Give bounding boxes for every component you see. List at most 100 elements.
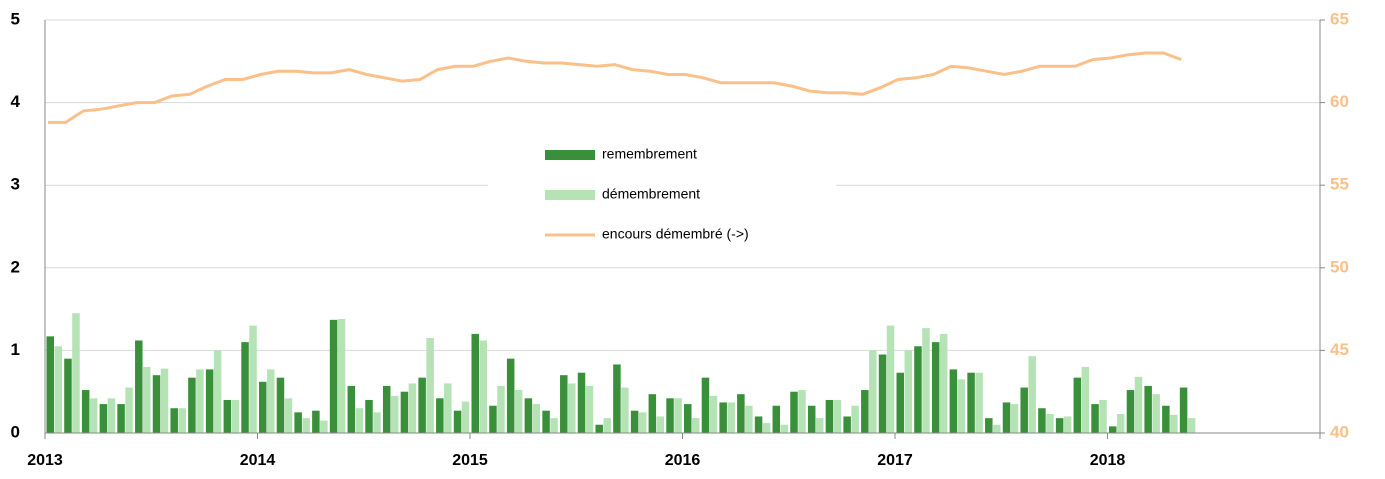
bar: [1010, 404, 1019, 433]
bar: [833, 399, 842, 433]
line: [48, 51, 1182, 124]
bar: [648, 394, 657, 433]
bar: [1063, 416, 1072, 433]
bar: [1170, 414, 1178, 433]
bar: [99, 404, 108, 433]
bar: [506, 358, 515, 433]
bar: [125, 387, 133, 433]
bar: [772, 405, 781, 433]
bar: [170, 408, 178, 433]
bar: [479, 340, 487, 433]
y2-tick-label: 50: [1330, 257, 1349, 276]
bar: [869, 350, 877, 433]
x-tick-label: 2017: [877, 452, 913, 469]
bar: [284, 398, 293, 433]
bar: [666, 398, 674, 433]
bar: [205, 369, 214, 433]
bar: [931, 342, 940, 433]
bar: [1179, 387, 1188, 433]
y2-tick-label: 40: [1330, 422, 1349, 441]
bar: [382, 385, 391, 433]
bar: [444, 383, 452, 433]
bar: [807, 405, 816, 433]
bar: [656, 416, 665, 433]
bar: [1152, 394, 1160, 433]
bar: [1117, 414, 1125, 433]
bar: [426, 338, 434, 433]
bar: [276, 377, 285, 433]
bar: [985, 418, 993, 433]
bar: [1002, 402, 1011, 433]
bar: [312, 410, 320, 433]
bar: [1055, 418, 1064, 433]
bar: [294, 412, 302, 433]
bar: [975, 372, 983, 433]
bar: [560, 375, 568, 433]
legend-swatch: [545, 190, 595, 200]
bar: [320, 420, 328, 433]
bar: [630, 410, 639, 433]
bar: [798, 390, 806, 433]
bar: [904, 350, 912, 433]
bar: [532, 404, 541, 433]
y2-tick-label: 45: [1330, 340, 1349, 359]
y2-tick-label: 65: [1330, 9, 1349, 28]
y-tick-label: 0: [11, 422, 20, 441]
bar: [46, 336, 54, 433]
bar: [1126, 390, 1135, 433]
bar: [1144, 385, 1152, 433]
bar: [489, 405, 497, 433]
bar: [790, 391, 798, 433]
bar: [1046, 414, 1054, 433]
bar: [922, 328, 930, 433]
bar: [373, 412, 381, 433]
bar: [719, 402, 727, 433]
bar: [542, 410, 550, 433]
bar: [780, 424, 789, 433]
x-tick-label: 2014: [240, 452, 276, 469]
bar: [160, 368, 169, 433]
bar: [878, 354, 887, 433]
bar: [603, 418, 611, 433]
legend-label: remembrement: [602, 146, 697, 162]
bar: [754, 416, 763, 433]
bar: [825, 399, 834, 433]
bar: [337, 319, 346, 433]
legend-label: démembrement: [602, 186, 700, 202]
bar: [302, 418, 310, 433]
bar: [896, 372, 904, 433]
bar: [939, 333, 948, 433]
bar: [418, 377, 426, 433]
bar: [259, 381, 267, 433]
bar: [514, 390, 523, 433]
bar: [1073, 377, 1082, 433]
bar: [1028, 356, 1036, 433]
bar: [135, 340, 143, 433]
bar: [1162, 405, 1170, 433]
bar: [577, 372, 586, 433]
x-tick-label: 2016: [665, 452, 701, 469]
bar: [1081, 366, 1090, 433]
legend-label: encours démembré (->): [602, 226, 749, 242]
y-tick-label: 5: [11, 9, 20, 28]
bar: [107, 398, 116, 433]
bar: [914, 346, 922, 433]
bar: [815, 418, 824, 433]
bar: [461, 401, 470, 433]
bar: [400, 391, 409, 433]
x-tick-label: 2015: [452, 452, 488, 469]
bar: [267, 369, 275, 433]
bar: [1134, 376, 1143, 433]
bar: [851, 405, 859, 433]
bar: [329, 319, 338, 433]
bar: [223, 399, 232, 433]
bar: [1109, 426, 1117, 433]
bar: [152, 375, 161, 433]
bar: [886, 325, 895, 433]
bar: [524, 398, 533, 433]
bar: [595, 424, 603, 433]
bar: [684, 404, 692, 433]
bar: [993, 424, 1001, 433]
bar: [638, 412, 647, 433]
